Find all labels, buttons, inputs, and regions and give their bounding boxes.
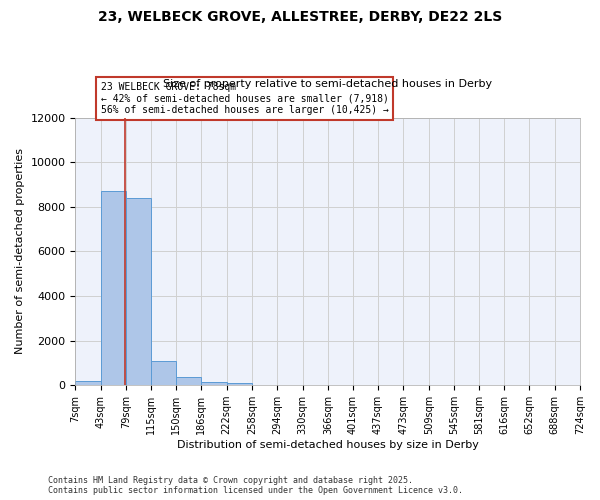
Bar [126,198,151,385]
X-axis label: Distribution of semi-detached houses by size in Derby: Distribution of semi-detached houses by … [177,440,479,450]
Bar [252,384,277,385]
Bar [101,191,126,385]
Title: Size of property relative to semi-detached houses in Derby: Size of property relative to semi-detach… [163,79,492,89]
Bar [202,382,227,385]
Bar [76,381,101,385]
Bar [227,384,252,385]
Text: 23 WELBECK GROVE: 78sqm
← 42% of semi-detached houses are smaller (7,918)
56% of: 23 WELBECK GROVE: 78sqm ← 42% of semi-de… [101,82,389,115]
Bar [151,360,176,385]
Text: 23, WELBECK GROVE, ALLESTREE, DERBY, DE22 2LS: 23, WELBECK GROVE, ALLESTREE, DERBY, DE2… [98,10,502,24]
Bar [176,378,202,385]
Text: Contains HM Land Registry data © Crown copyright and database right 2025.
Contai: Contains HM Land Registry data © Crown c… [48,476,463,495]
Y-axis label: Number of semi-detached properties: Number of semi-detached properties [15,148,25,354]
